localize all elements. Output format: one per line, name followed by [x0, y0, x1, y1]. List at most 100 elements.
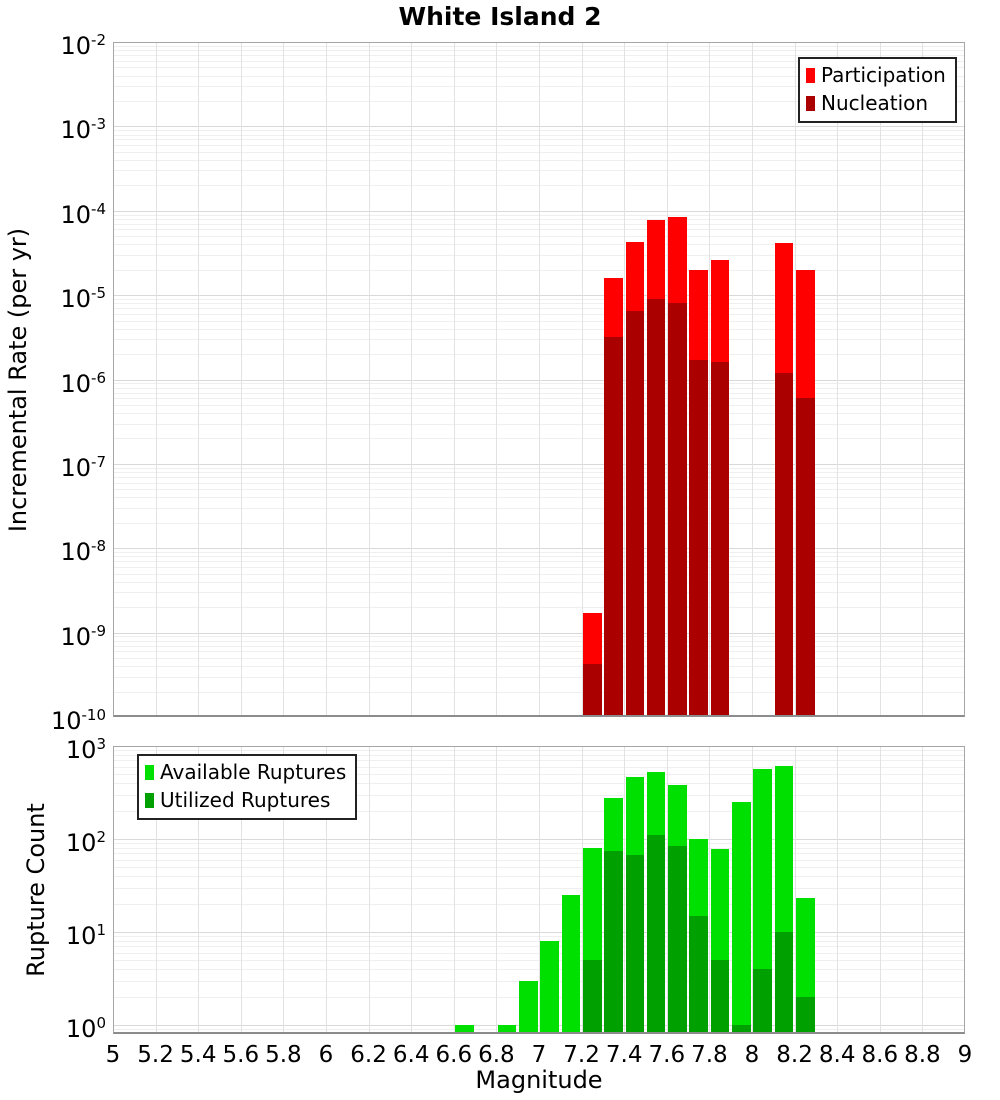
- x-tick-label-8.6: 8.6: [861, 1042, 899, 1068]
- bar-utilized-ruptures-7.45: [625, 854, 645, 1034]
- gridline-vertical: [283, 42, 285, 717]
- bar-available-ruptures-8.05: [753, 769, 772, 1034]
- y-tick-label-10e1: 101: [65, 920, 106, 950]
- bar-nucleation-7.55: [646, 298, 666, 717]
- gridline-vertical: [453, 746, 455, 1034]
- legend-item-available-ruptures: Available Ruptures: [145, 758, 346, 786]
- x-tick-label-6: 6: [318, 1042, 334, 1068]
- gridline-vertical: [368, 42, 370, 717]
- gridline-vertical: [666, 746, 668, 1034]
- nucleation-swatch-icon: [806, 95, 815, 111]
- utilized-ruptures-swatch-icon: [145, 792, 154, 808]
- y-tick-label-10e-9: 10-9: [60, 621, 106, 651]
- gridline-vertical: [411, 42, 413, 717]
- gridline-vertical: [879, 746, 881, 1034]
- y-tick-label-10e0: 100: [65, 1013, 106, 1043]
- bar-utilized-ruptures-7.75: [689, 915, 709, 1034]
- bar-available-ruptures-6.85: [497, 1024, 517, 1034]
- legend-label-utilized-ruptures: Utilized Ruptures: [160, 788, 331, 812]
- x-tick-label-6.4: 6.4: [392, 1042, 430, 1068]
- bar-available-ruptures-7.05: [540, 941, 559, 1034]
- gridline-vertical: [581, 746, 583, 1034]
- gridline-vertical: [496, 42, 498, 717]
- gridline-vertical: [496, 746, 498, 1034]
- x-tick-label-5: 5: [105, 1042, 121, 1068]
- y-tick-label-10e-3: 10-3: [60, 115, 106, 145]
- gridline-vertical: [709, 746, 711, 1034]
- legend-item-utilized-ruptures: Utilized Ruptures: [145, 786, 346, 814]
- bar-available-ruptures-7.95: [732, 801, 751, 1034]
- x-tick-label-8.4: 8.4: [818, 1042, 856, 1068]
- bar-utilized-ruptures-8.25: [795, 996, 815, 1034]
- gridline-vertical: [198, 42, 200, 717]
- gridline-vertical: [922, 42, 924, 717]
- y-tick-label-10e-8: 10-8: [60, 537, 106, 567]
- bar-nucleation-7.25: [582, 664, 602, 717]
- participation-swatch-icon: [806, 67, 815, 83]
- rate-plot-area: [113, 42, 965, 717]
- gridline-vertical: [794, 42, 796, 717]
- gridline-vertical: [368, 746, 370, 1034]
- bar-utilized-ruptures-7.25: [582, 959, 602, 1034]
- y-tick-label-10e-6: 10-6: [60, 368, 106, 398]
- legend-count-panel: Available Ruptures Utilized Ruptures: [137, 754, 358, 820]
- gridline-vertical: [326, 746, 327, 1034]
- y-tick-label-10e-2: 10-2: [60, 31, 106, 60]
- gridline-vertical: [666, 42, 668, 717]
- x-tick-label-8: 8: [744, 1042, 760, 1068]
- bar-nucleation-7.35: [604, 336, 623, 717]
- x-tick-label-7.2: 7.2: [563, 1042, 600, 1068]
- legend-item-nucleation: Nucleation: [806, 89, 946, 117]
- gridline-vertical: [539, 42, 540, 717]
- gridline-vertical: [624, 746, 626, 1034]
- bar-utilized-ruptures-8.05: [753, 968, 772, 1034]
- gridline-vertical: [283, 746, 285, 1034]
- x-tick-label-5.2: 5.2: [137, 1042, 174, 1068]
- gridline-vertical: [155, 746, 157, 1034]
- bar-nucleation-7.75: [689, 360, 709, 717]
- y-tick-label-10e2: 102: [65, 827, 106, 857]
- x-tick-label-5.8: 5.8: [265, 1042, 302, 1068]
- gridline-vertical: [240, 42, 242, 717]
- gridline-vertical: [411, 746, 413, 1034]
- bar-available-ruptures-6.95: [519, 980, 538, 1034]
- x-tick-label-5.6: 5.6: [222, 1042, 260, 1068]
- gridline-vertical: [240, 746, 242, 1034]
- x-tick-label-6.6: 6.6: [435, 1042, 473, 1068]
- bar-utilized-ruptures-7.65: [668, 845, 687, 1034]
- x-tick-label-7.6: 7.6: [648, 1042, 686, 1068]
- gridline-vertical: [581, 42, 583, 717]
- gridline-vertical: [155, 42, 157, 717]
- gridline-vertical: [539, 746, 540, 1034]
- x-tick-label-6.2: 6.2: [350, 1042, 387, 1068]
- x-tick-label-7: 7: [531, 1042, 547, 1068]
- gridline-vertical: [453, 42, 455, 717]
- x-tick-label-8.2: 8.2: [776, 1042, 813, 1068]
- bar-utilized-ruptures-7.35: [604, 850, 623, 1034]
- gridline-vertical: [922, 746, 924, 1034]
- gridline-vertical: [837, 746, 839, 1034]
- bar-nucleation-8.25: [795, 398, 815, 717]
- bar-nucleation-8.15: [774, 372, 794, 717]
- gridline-vertical: [752, 42, 753, 717]
- legend-label-participation: Participation: [821, 63, 946, 87]
- legend-rate-panel: Participation Nucleation: [798, 57, 957, 123]
- gridline-vertical: [794, 746, 796, 1034]
- bar-utilized-ruptures-7.55: [646, 835, 666, 1034]
- bar-nucleation-7.85: [710, 362, 730, 717]
- x-tick-label-6.8: 6.8: [478, 1042, 515, 1068]
- x-tick-label-7.4: 7.4: [605, 1042, 643, 1068]
- y-tick-label-10e-7: 10-7: [60, 452, 106, 482]
- bar-available-ruptures-6.65: [455, 1024, 474, 1034]
- gridline-vertical: [624, 42, 626, 717]
- y-tick-label-10e-5: 10-5: [60, 284, 106, 314]
- x-tick-label-5.4: 5.4: [179, 1042, 217, 1068]
- bar-nucleation-7.45: [625, 311, 645, 717]
- bar-utilized-ruptures-7.85: [710, 959, 730, 1034]
- y-tick-label-10e-4: 10-4: [60, 199, 106, 229]
- bar-utilized-ruptures-8.15: [774, 931, 794, 1034]
- legend-label-available-ruptures: Available Ruptures: [160, 760, 347, 784]
- gridline-vertical: [752, 746, 753, 1034]
- legend-label-nucleation: Nucleation: [821, 91, 929, 115]
